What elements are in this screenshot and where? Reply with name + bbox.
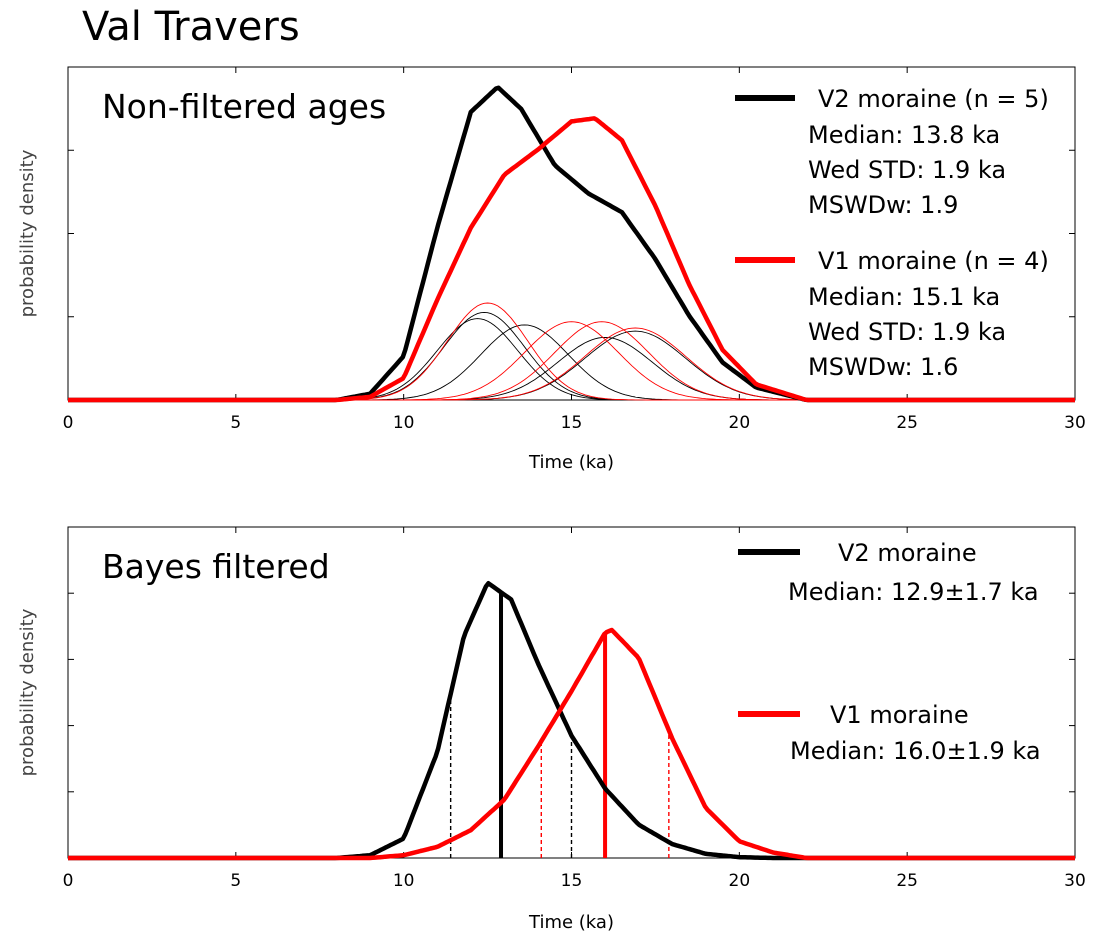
legend-summary-line: MSWDw: 1.6 <box>808 353 958 381</box>
x-tick-label: 5 <box>230 413 241 433</box>
legend-series-name: V1 moraine (n = 4) <box>818 247 1049 275</box>
y-axis-label: probability density <box>17 149 38 317</box>
x-tick-label: 15 <box>561 871 583 891</box>
legend-summary-line: MSWDw: 1.9 <box>808 191 958 219</box>
x-tick-label: 0 <box>63 413 74 433</box>
legend-summary-line: Median: 16.0±1.9 ka <box>790 737 1041 765</box>
legend-summary-line: Wed STD: 1.9 ka <box>808 156 1006 184</box>
series-line <box>68 627 1075 861</box>
legend-summary-line: Median: 12.9±1.7 ka <box>788 578 1039 606</box>
x-tick-label: 20 <box>729 871 751 891</box>
legend-series-name: V2 moraine (n = 5) <box>818 85 1049 113</box>
x-axis-label: Time (ka) <box>528 912 614 933</box>
page-title: Val Travers <box>82 4 300 50</box>
y-axis-label: probability density <box>17 608 38 776</box>
x-tick-label: 30 <box>1064 871 1086 891</box>
x-tick-label: 25 <box>896 413 918 433</box>
x-tick-label: 20 <box>729 413 751 433</box>
x-tick-label: 10 <box>393 871 415 891</box>
legend-series-name: V2 moraine <box>838 539 977 567</box>
panel-title: Bayes filtered <box>102 547 330 586</box>
panel-title: Non-filtered ages <box>102 87 386 126</box>
x-tick-label: 0 <box>63 871 74 891</box>
x-tick-label: 5 <box>230 871 241 891</box>
legend-summary-line: Wed STD: 1.9 ka <box>808 318 1006 346</box>
legend-series-name: V1 moraine <box>830 701 969 729</box>
x-tick-label: 25 <box>896 871 918 891</box>
legend-summary-line: Median: 15.1 ka <box>808 283 1000 311</box>
x-tick-label: 30 <box>1064 413 1086 433</box>
legend-summary-line: Median: 13.8 ka <box>808 121 1000 149</box>
series-line <box>68 116 1075 403</box>
x-axis-label: Time (ka) <box>528 452 614 473</box>
x-tick-label: 10 <box>393 413 415 433</box>
x-tick-label: 15 <box>561 413 583 433</box>
